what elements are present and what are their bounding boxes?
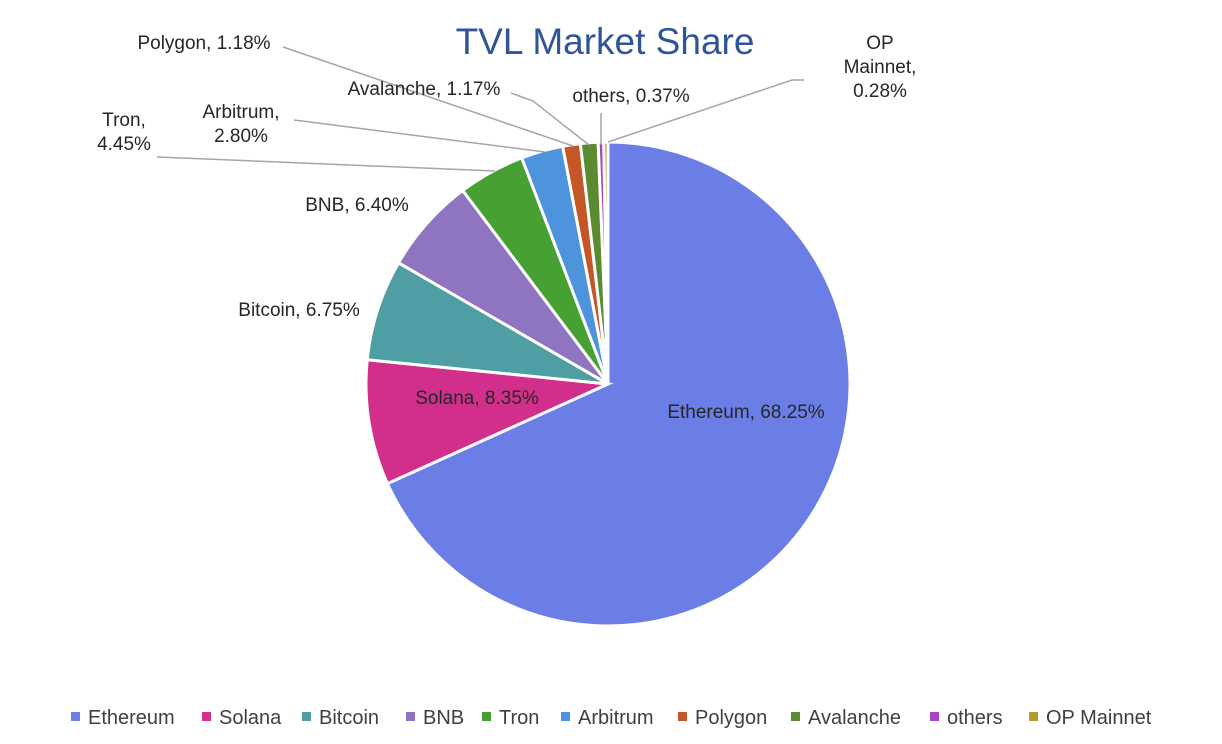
legend-label-others: others bbox=[947, 707, 1003, 729]
legend-item-avalanche: Avalanche bbox=[791, 707, 901, 729]
legend-item-bnb: BNB bbox=[406, 707, 464, 729]
legend-item-arbitrum: Arbitrum bbox=[561, 707, 654, 729]
data-label-bitcoin: Bitcoin, 6.75% bbox=[238, 300, 360, 321]
leader-line-arbitrum bbox=[293, 119, 546, 153]
data-label-arbitrum: Arbitrum, 2.80% bbox=[202, 102, 279, 147]
legend-item-polygon: Polygon bbox=[678, 707, 767, 729]
legend-swatch-avalanche bbox=[791, 712, 800, 721]
legend-label-ethereum: Ethereum bbox=[88, 707, 175, 729]
pie-slices bbox=[364, 140, 852, 628]
data-label-tron: Tron, 4.45% bbox=[97, 110, 151, 155]
leader-line-avalanche bbox=[510, 92, 590, 146]
legend-item-others: others bbox=[930, 707, 1003, 729]
legend-label-arbitrum: Arbitrum bbox=[578, 707, 654, 729]
legend-swatch-solana bbox=[202, 712, 211, 721]
pie-slice-op-mainnet bbox=[602, 140, 610, 385]
leader-line-polygon bbox=[282, 46, 574, 147]
pie-slice-ethereum bbox=[385, 140, 852, 628]
legend-swatch-ethereum bbox=[71, 712, 80, 721]
legend-item-solana: Solana bbox=[202, 707, 282, 729]
data-label-bnb: BNB, 6.40% bbox=[305, 195, 409, 216]
legend-label-tron: Tron bbox=[499, 707, 539, 729]
legend-swatch-tron bbox=[482, 712, 491, 721]
legend-label-op-mainnet: OP Mainnet bbox=[1046, 707, 1152, 729]
legend-label-avalanche: Avalanche bbox=[808, 707, 901, 729]
pie-slice-solana bbox=[364, 358, 614, 486]
legend-item-bitcoin: Bitcoin bbox=[302, 707, 379, 729]
data-label-avalanche: Avalanche, 1.17% bbox=[348, 79, 501, 100]
legend-swatch-bnb bbox=[406, 712, 415, 721]
legend-item-ethereum: Ethereum bbox=[71, 707, 175, 729]
legend-swatch-polygon bbox=[678, 712, 687, 721]
data-label-solana: Solana, 8.35% bbox=[415, 388, 539, 409]
legend-item-tron: Tron bbox=[482, 707, 539, 729]
data-label-ethereum: Ethereum, 68.25% bbox=[667, 402, 824, 423]
legend-swatch-others bbox=[930, 712, 939, 721]
legend-label-polygon: Polygon bbox=[695, 707, 767, 729]
legend-label-solana: Solana bbox=[219, 707, 282, 729]
legend-swatch-op-mainnet bbox=[1029, 712, 1038, 721]
data-label-others: others, 0.37% bbox=[572, 86, 689, 107]
data-label-polygon: Polygon, 1.18% bbox=[137, 33, 270, 54]
chart-title: TVL Market Share bbox=[456, 21, 755, 62]
data-labels: Ethereum, 68.25% Solana, 8.35% Bitcoin, 6.… bbox=[97, 33, 916, 423]
legend-label-bnb: BNB bbox=[423, 707, 464, 729]
legend-item-op-mainnet: OP Mainnet bbox=[1029, 707, 1152, 729]
leader-line-op-mainnet bbox=[607, 79, 804, 143]
leader-line-tron bbox=[156, 156, 496, 172]
leader-lines bbox=[156, 46, 804, 172]
legend: Ethereum Solana Bitcoin BNB Tron Arbitrum Poly… bbox=[71, 707, 1152, 729]
legend-label-bitcoin: Bitcoin bbox=[319, 707, 379, 729]
legend-swatch-arbitrum bbox=[561, 712, 570, 721]
data-label-op-mainnet: OP Mainnet, 0.28% bbox=[844, 33, 917, 102]
legend-swatch-bitcoin bbox=[302, 712, 311, 721]
